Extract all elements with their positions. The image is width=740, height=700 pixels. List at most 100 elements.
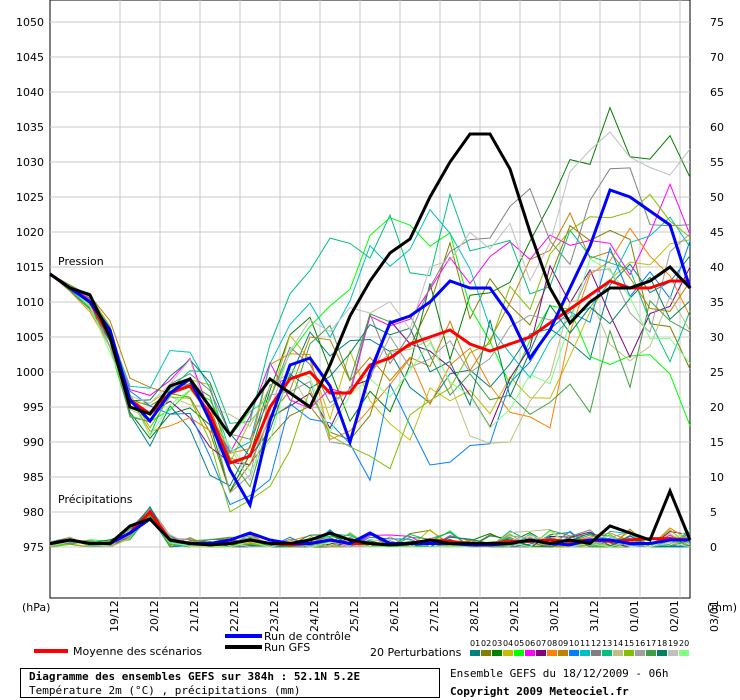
perturb-swatch [624,650,634,656]
perturb-swatch [668,650,678,656]
perturbation-pressure-line [49,227,691,454]
date-tick-label: 26/12 [388,600,401,632]
date-tick-label: 24/12 [308,600,321,632]
precip-tick-label: 70 [710,51,724,64]
precip-tick-label: 60 [710,121,724,134]
gfs-legend-label: Run GFS [264,641,310,654]
perturbation-pressure-line [49,224,691,494]
pressure-tick-label: 1000 [16,366,44,379]
perturb-swatch [503,650,513,656]
info-title: Diagramme des ensembles GEFS sur 384h : … [29,670,361,683]
pressure-section-label: Pression [58,255,104,268]
perturbation-pressure-line [49,258,691,472]
perturb-number: 20 [679,639,689,648]
perturb-number: 08 [547,639,557,648]
perturb-number: 11 [580,639,590,648]
perturb-swatch [569,650,579,656]
date-axis-ticks: 19/12 20/12 21/12 22/12 23/12 24/12 25/12 26/12… [108,600,721,632]
perturbation-pressure-line [49,131,691,482]
perturb-swatch [679,650,689,656]
precip-tick-label: 50 [710,191,724,204]
perturb-swatch [613,650,623,656]
pressure-tick-label: 1015 [16,261,44,274]
control-pressure-line [49,188,692,510]
precip-tick-label: 75 [710,16,724,29]
perturbation-pressure-line [49,193,691,513]
date-tick-label: 29/12 [508,600,521,632]
pressure-tick-label: 1010 [16,296,44,309]
date-tick-label: 31/12 [588,600,601,632]
pressure-tick-label: 1040 [16,86,44,99]
precip-tick-label: 30 [710,331,724,344]
precip-tick-label: 35 [710,296,724,309]
precip-tick-label: 5 [710,506,717,519]
perturb-number: 12 [591,639,601,648]
pressure-tick-label: 1035 [16,121,44,134]
perturb-swatch [580,650,590,656]
date-tick-label: 01/01 [628,600,641,632]
date-tick-label: 21/12 [188,600,201,632]
perturb-number: 06 [525,639,535,648]
perturbation-legend: 01 02 03 04 05 06 07 08 09 10 11 12 13 14 15 16 17 18 19 20 [470,639,689,656]
precip-tick-label: 55 [710,156,724,169]
right-axis-unit: (mm) [707,601,737,614]
date-tick-label: 03/01 [708,600,721,632]
perturb-number: 03 [492,639,502,648]
pressure-tick-label: 990 [23,436,44,449]
pressure-axis-ticks: 1050 1045 1040 1035 1030 1025 1020 1015 1010 1005… [16,16,44,554]
precip-tick-label: 25 [710,366,724,379]
perturbation-pressure-line [49,273,691,458]
perturb-number: 15 [624,639,634,648]
precip-tick-label: 20 [710,401,724,414]
perturb-number: 01 [470,639,480,648]
precip-tick-label: 65 [710,86,724,99]
perturb-number: 18 [657,639,667,648]
info-box: Diagramme des ensembles GEFS sur 384h : … [20,668,440,698]
perturb-legend-label: 20 Perturbations [370,646,462,659]
perturb-number: 07 [536,639,546,648]
perturb-number: 02 [481,639,491,648]
perturbation-pressure-line [49,106,691,493]
perturb-swatch [514,650,524,656]
copyright-text: Copyright 2009 Meteociel.fr [450,685,629,698]
main-series-lines [49,132,692,547]
precip-tick-label: 40 [710,261,724,274]
date-tick-label: 28/12 [468,600,481,632]
perturb-swatch [657,650,667,656]
precip-tick-label: 0 [710,541,717,554]
pressure-tick-label: 1025 [16,191,44,204]
perturb-number: 19 [668,639,678,648]
perturbation-pressure-line [49,211,691,466]
perturb-swatch [536,650,546,656]
perturbation-precip-line [49,506,691,548]
precip-tick-label: 45 [710,226,724,239]
perturb-swatch [481,650,491,656]
perturb-swatch [558,650,568,656]
mean-legend-label: Moyenne des scénarios [73,645,202,658]
perturb-number: 17 [646,639,656,648]
date-tick-label: 22/12 [228,600,241,632]
pressure-tick-label: 1005 [16,331,44,344]
date-tick-label: 19/12 [108,600,121,632]
perturb-swatch [591,650,601,656]
ensemble-run-info: Ensemble GEFS du 18/12/2009 - 06h [450,667,669,680]
date-tick-label: 30/12 [548,600,561,632]
pressure-tick-label: 985 [23,471,44,484]
gfs-precip-line [49,487,692,547]
perturb-swatch [635,650,645,656]
perturb-number: 10 [569,639,579,648]
perturb-swatch [525,650,535,656]
pressure-tick-label: 1050 [16,16,44,29]
date-tick-label: 23/12 [268,600,281,632]
precip-section-label: Précipitations [58,493,133,506]
perturbation-pressure-line [49,255,691,487]
perturbation-pressure-line [49,239,691,464]
date-tick-label: 20/12 [148,600,161,632]
perturb-swatch [470,650,480,656]
perturbation-pressure-line [49,192,691,437]
gfs-pressure-line [49,132,692,438]
pressure-tick-label: 980 [23,506,44,519]
pressure-tick-label: 1020 [16,226,44,239]
date-tick-label: 25/12 [348,600,361,632]
